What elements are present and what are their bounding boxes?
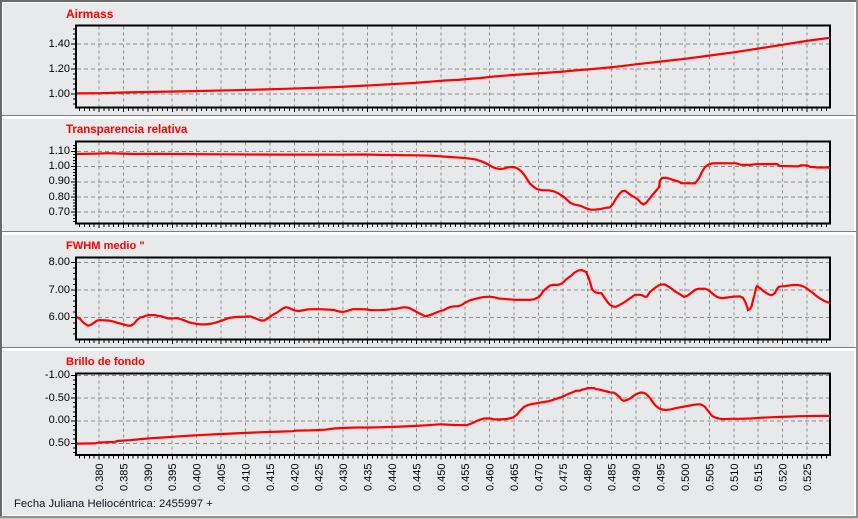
svg-text:0.425: 0.425 [314,463,326,491]
svg-text:0.390: 0.390 [143,463,155,491]
svg-text:0.485: 0.485 [607,463,619,491]
svg-text:0.415: 0.415 [265,463,277,491]
svg-text:0.385: 0.385 [118,463,130,491]
svg-text:0.525: 0.525 [802,463,814,491]
svg-text:0.450: 0.450 [436,463,448,491]
svg-text:0.480: 0.480 [582,463,594,491]
svg-text:0.510: 0.510 [729,463,741,491]
svg-text:0.470: 0.470 [533,463,545,491]
svg-text:0.465: 0.465 [509,463,521,491]
svg-text:0.445: 0.445 [411,463,423,491]
svg-text:0.420: 0.420 [289,463,301,491]
svg-text:0.410: 0.410 [240,463,252,491]
svg-text:0.405: 0.405 [216,463,228,491]
svg-text:0.490: 0.490 [631,463,643,491]
svg-text:0.500: 0.500 [680,463,692,491]
svg-text:0.395: 0.395 [167,463,179,491]
svg-text:0.455: 0.455 [460,463,472,491]
svg-text:0.495: 0.495 [656,463,668,491]
svg-text:0.440: 0.440 [387,463,399,491]
svg-text:0.430: 0.430 [338,463,350,491]
svg-text:0.520: 0.520 [778,463,790,491]
svg-text:0.435: 0.435 [363,463,375,491]
svg-text:0.380: 0.380 [94,463,106,491]
svg-text:0.505: 0.505 [704,463,716,491]
svg-text:0.475: 0.475 [558,463,570,491]
svg-text:0.400: 0.400 [192,463,204,491]
svg-text:0.515: 0.515 [753,463,765,491]
svg-text:0.460: 0.460 [485,463,497,491]
